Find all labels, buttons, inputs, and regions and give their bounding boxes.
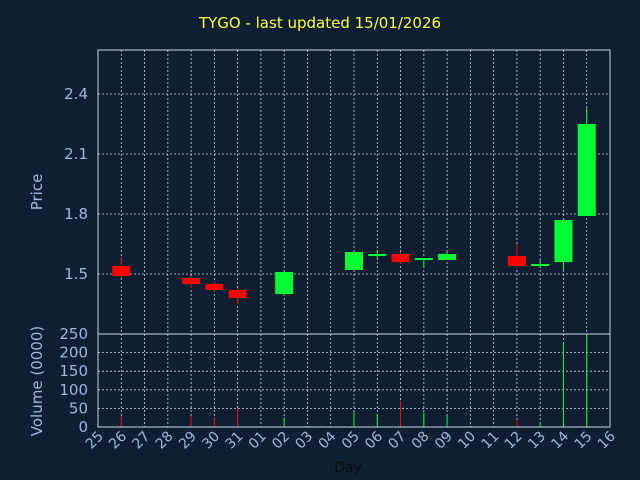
price-tick-label: 2.1 bbox=[64, 145, 88, 163]
volume-tick-label: 50 bbox=[69, 399, 88, 417]
candle-body bbox=[414, 258, 433, 260]
volume-frame bbox=[97, 333, 611, 428]
x-tick-label: 04 bbox=[316, 428, 340, 452]
candle-body bbox=[205, 284, 224, 290]
x-tick-label: 06 bbox=[362, 428, 386, 452]
x-tick-label: 02 bbox=[269, 429, 293, 453]
x-tick-label: 29 bbox=[176, 429, 200, 453]
x-tick-label: 07 bbox=[385, 429, 409, 453]
volume-tick-label: 150 bbox=[59, 362, 88, 380]
x-tick-label: 12 bbox=[502, 429, 526, 453]
chart-title: TYGO - last updated 15/01/2026 bbox=[198, 14, 442, 32]
candle-body bbox=[438, 254, 457, 260]
volume-tick-label: 0 bbox=[78, 418, 88, 436]
price-grid bbox=[98, 50, 610, 334]
x-tick-label: 31 bbox=[223, 429, 247, 453]
candle-body bbox=[531, 264, 550, 266]
x-tick-label: 27 bbox=[129, 429, 153, 453]
price-y-ticks: 1.5 1.8 2.1 2.4 bbox=[64, 85, 88, 283]
price-tick-label: 2.4 bbox=[64, 85, 88, 103]
price-tick-label: 1.8 bbox=[64, 205, 88, 223]
candle-body bbox=[577, 124, 596, 216]
x-tick-label: 28 bbox=[153, 429, 177, 453]
x-tick-label: 30 bbox=[199, 429, 223, 453]
candle-body bbox=[391, 254, 410, 262]
x-tick-label: 13 bbox=[525, 429, 549, 453]
candle-body bbox=[112, 266, 131, 276]
volume-tick-label: 250 bbox=[59, 325, 88, 343]
candles bbox=[112, 108, 596, 304]
volume-tick-label: 200 bbox=[59, 344, 88, 362]
x-tick-label: 15 bbox=[572, 429, 596, 453]
x-tick-label: 10 bbox=[455, 429, 479, 453]
candle-body bbox=[182, 278, 201, 284]
x-tick-label: 08 bbox=[409, 429, 433, 453]
candle-body bbox=[228, 290, 247, 298]
candle-body bbox=[368, 254, 387, 256]
price-tick-label: 1.5 bbox=[64, 265, 88, 283]
candle-body bbox=[345, 252, 363, 270]
x-tick-label: 05 bbox=[339, 429, 363, 453]
x-tick-label: 11 bbox=[479, 429, 503, 453]
x-tick-label: 16 bbox=[595, 428, 619, 452]
volume-bars bbox=[120, 334, 588, 427]
x-tick-label: 09 bbox=[432, 429, 456, 453]
x-tick-label: 03 bbox=[292, 429, 316, 453]
candle-body bbox=[275, 272, 294, 294]
volume-axis-label: Volume (0000) bbox=[28, 326, 46, 436]
volume-tick-label: 100 bbox=[59, 381, 88, 399]
price-axis-label: Price bbox=[28, 174, 46, 211]
x-tick-label: 14 bbox=[548, 428, 572, 452]
candle-body bbox=[507, 256, 526, 266]
x-axis-label: Day bbox=[334, 460, 362, 476]
candle-body bbox=[554, 220, 573, 262]
x-tick-label: 01 bbox=[246, 429, 270, 453]
x-ticks: 25 26 27 28 29 30 31 01 02 03 04 05 06 07 08 09 10 11 12 13… bbox=[83, 428, 619, 452]
x-tick-label: 26 bbox=[106, 428, 130, 452]
